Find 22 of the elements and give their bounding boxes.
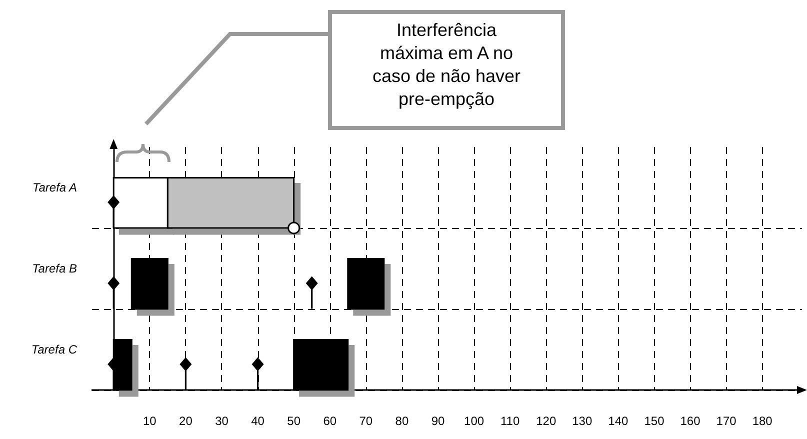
x-tick-label: 130 (572, 414, 592, 428)
x-tick-label: 80 (395, 414, 409, 428)
x-tick-label: 20 (179, 414, 193, 428)
x-tick-label: 100 (464, 414, 484, 428)
x-tick-label: 180 (752, 414, 773, 428)
x-tick-label: 120 (536, 414, 556, 428)
x-tick-label: 60 (323, 414, 337, 428)
x-tick-label: 160 (680, 414, 701, 428)
x-tick-label: 90 (431, 414, 445, 428)
x-tick-label: 150 (644, 414, 665, 428)
y-tick-label: Tarefa C (31, 342, 78, 356)
x-tick-label: 30 (215, 414, 229, 428)
x-tick-label: 70 (359, 414, 373, 428)
x-tick-label: 40 (251, 414, 265, 428)
x-tick-label: 140 (608, 414, 629, 428)
text: Interferência máxima em A no caso de não haver pre-empção (328, 10, 565, 130)
y-tick-label: Tarefa B (32, 262, 77, 276)
x-tick-label: 170 (716, 414, 737, 428)
x-tick-label: 110 (500, 414, 520, 428)
x-tick-label: 10 (142, 414, 157, 428)
x-tick-label: 50 (287, 414, 301, 428)
y-tick-label: Tarefa A (32, 180, 77, 194)
